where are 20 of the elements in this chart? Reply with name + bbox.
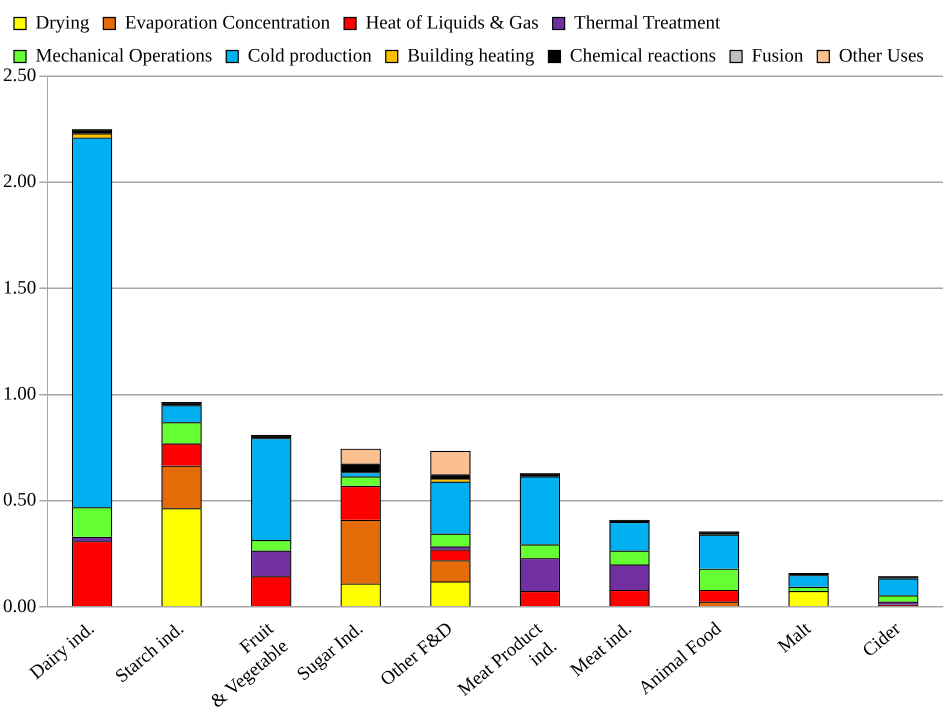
y-tick-label: 0.50 xyxy=(3,490,36,511)
x-tick-label: Cider xyxy=(858,618,906,662)
legend-label: Evaporation Concentration xyxy=(124,12,331,34)
legend-label: Drying xyxy=(36,12,90,34)
legend-label: Fusion xyxy=(752,45,804,66)
x-tick-label: Meat ind. xyxy=(566,618,636,682)
legend-label: Other Uses xyxy=(838,45,924,66)
legend-label: Mechanical Operations xyxy=(36,45,212,66)
y-tick-label: 1.00 xyxy=(3,384,36,405)
legend-label: Heat of Liquids & Gas xyxy=(366,12,539,34)
legend-label: Thermal Treatment xyxy=(574,12,722,34)
x-tick-label: Other F&D xyxy=(376,618,457,690)
y-tick-label: 2.50 xyxy=(3,64,36,86)
legend-label: Chemical reactions xyxy=(570,45,716,66)
legend-label: Cold production xyxy=(248,45,372,66)
y-tick-label: 0.00 xyxy=(3,596,36,617)
y-tick-label: 1.50 xyxy=(3,277,36,298)
y-tick-label: 2.00 xyxy=(3,171,36,192)
legend-label: Building heating xyxy=(407,45,535,66)
x-tick-label: Malt xyxy=(774,618,816,658)
